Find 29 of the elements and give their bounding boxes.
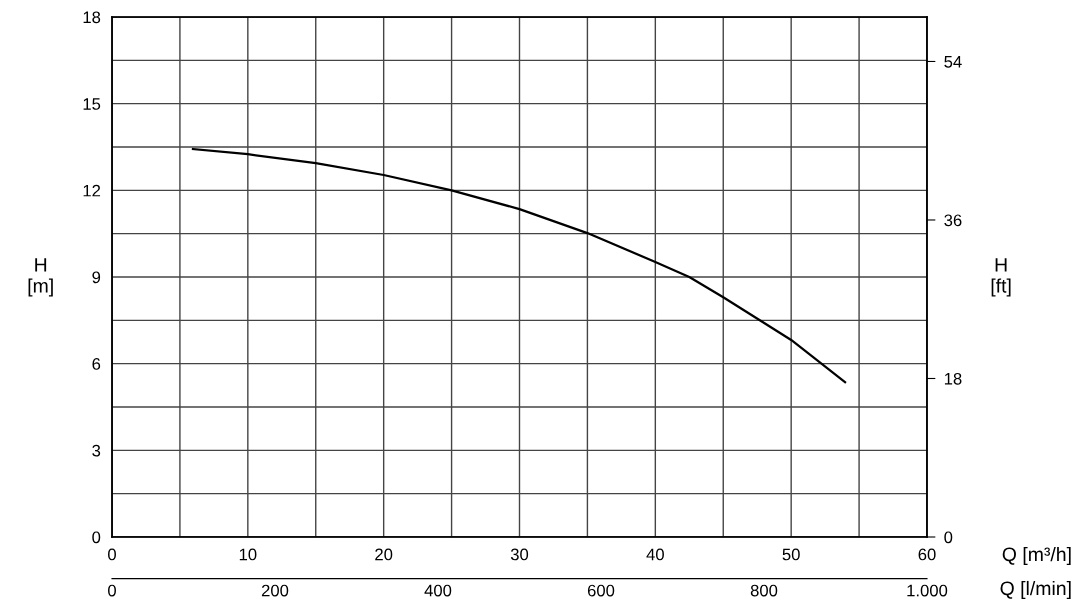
y2-tick-label: 18 (944, 372, 962, 385)
x-tick-label: 0 (108, 548, 116, 561)
x-tick-label: 40 (646, 548, 664, 561)
x-tick-label: 30 (510, 548, 529, 561)
y-tick-label: 0 (92, 531, 101, 544)
x2-tick-label: 200 (261, 584, 289, 597)
line-series (191, 147, 847, 384)
x2-axis-title: Q [l/min] (1000, 580, 1071, 600)
x-axis-title: Q [m³/h] (1002, 546, 1071, 566)
y-tick-label: 9 (92, 271, 101, 284)
y2-tick-label: 54 (944, 56, 962, 68)
x2-tick-label: 1.000 (907, 584, 948, 597)
y-tick-label: 15 (83, 98, 101, 110)
x2-tick-label: 400 (424, 584, 452, 597)
y2-axis-title: H [ft] (991, 258, 1011, 297)
y-axis-title: H [m] (28, 258, 53, 297)
y-tick-label: 12 (83, 184, 101, 197)
y-tick-label: 3 (92, 444, 101, 457)
y-tick-label: 18 (83, 11, 101, 24)
x2-tick-label: 600 (587, 584, 615, 597)
y-tick-label: 6 (92, 358, 101, 370)
y2-tick-label: 36 (944, 214, 962, 227)
x2-tick-label: 0 (108, 584, 116, 597)
x2-tick-label: 800 (750, 584, 778, 597)
x-tick-label: 10 (239, 548, 257, 561)
x-tick-label: 20 (375, 548, 393, 561)
x-tick-label: 50 (782, 548, 800, 561)
x-tick-label: 60 (918, 548, 936, 561)
y2-tick-label: 0 (944, 531, 953, 544)
